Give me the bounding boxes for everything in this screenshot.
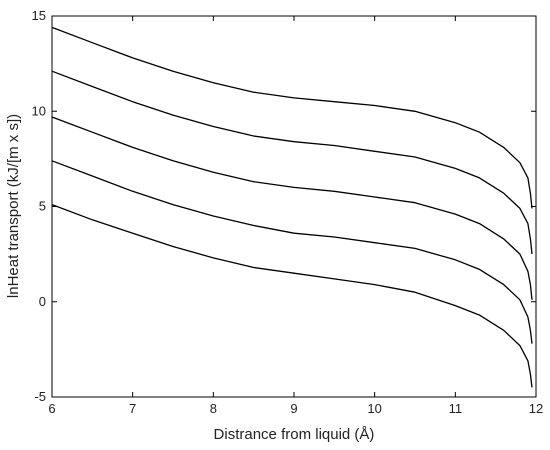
x-tick-label: 11 xyxy=(449,401,463,416)
y-tick-label: -5 xyxy=(34,389,46,404)
series-line-5 xyxy=(51,203,533,388)
x-tick-label: 9 xyxy=(290,401,297,416)
x-tick-label: 6 xyxy=(48,401,55,416)
y-tick-label: 5 xyxy=(39,199,46,214)
y-tick-label: 15 xyxy=(32,8,46,23)
series-layer xyxy=(51,26,533,388)
x-tick-label: 7 xyxy=(129,401,136,416)
series-line-3 xyxy=(51,116,533,300)
tick-layer: 6 7 8 9 10 11 12 -5 0 5 10 15 xyxy=(32,8,544,416)
y-tick-label: 0 xyxy=(39,294,46,309)
x-tick-label: 12 xyxy=(529,401,543,416)
y-axis-label: lnHeat transport (kJ/[m x s]) xyxy=(5,114,22,298)
series-line-1 xyxy=(51,26,533,209)
x-axis-label: Distrance from liquid (Å) xyxy=(214,426,375,443)
series-line-2 xyxy=(51,70,533,255)
x-tick-label: 8 xyxy=(210,401,217,416)
series-line-4 xyxy=(51,160,533,344)
x-tick-label: 10 xyxy=(367,401,381,416)
plot-area-frame xyxy=(51,15,537,398)
y-tick-label: 10 xyxy=(32,103,46,118)
